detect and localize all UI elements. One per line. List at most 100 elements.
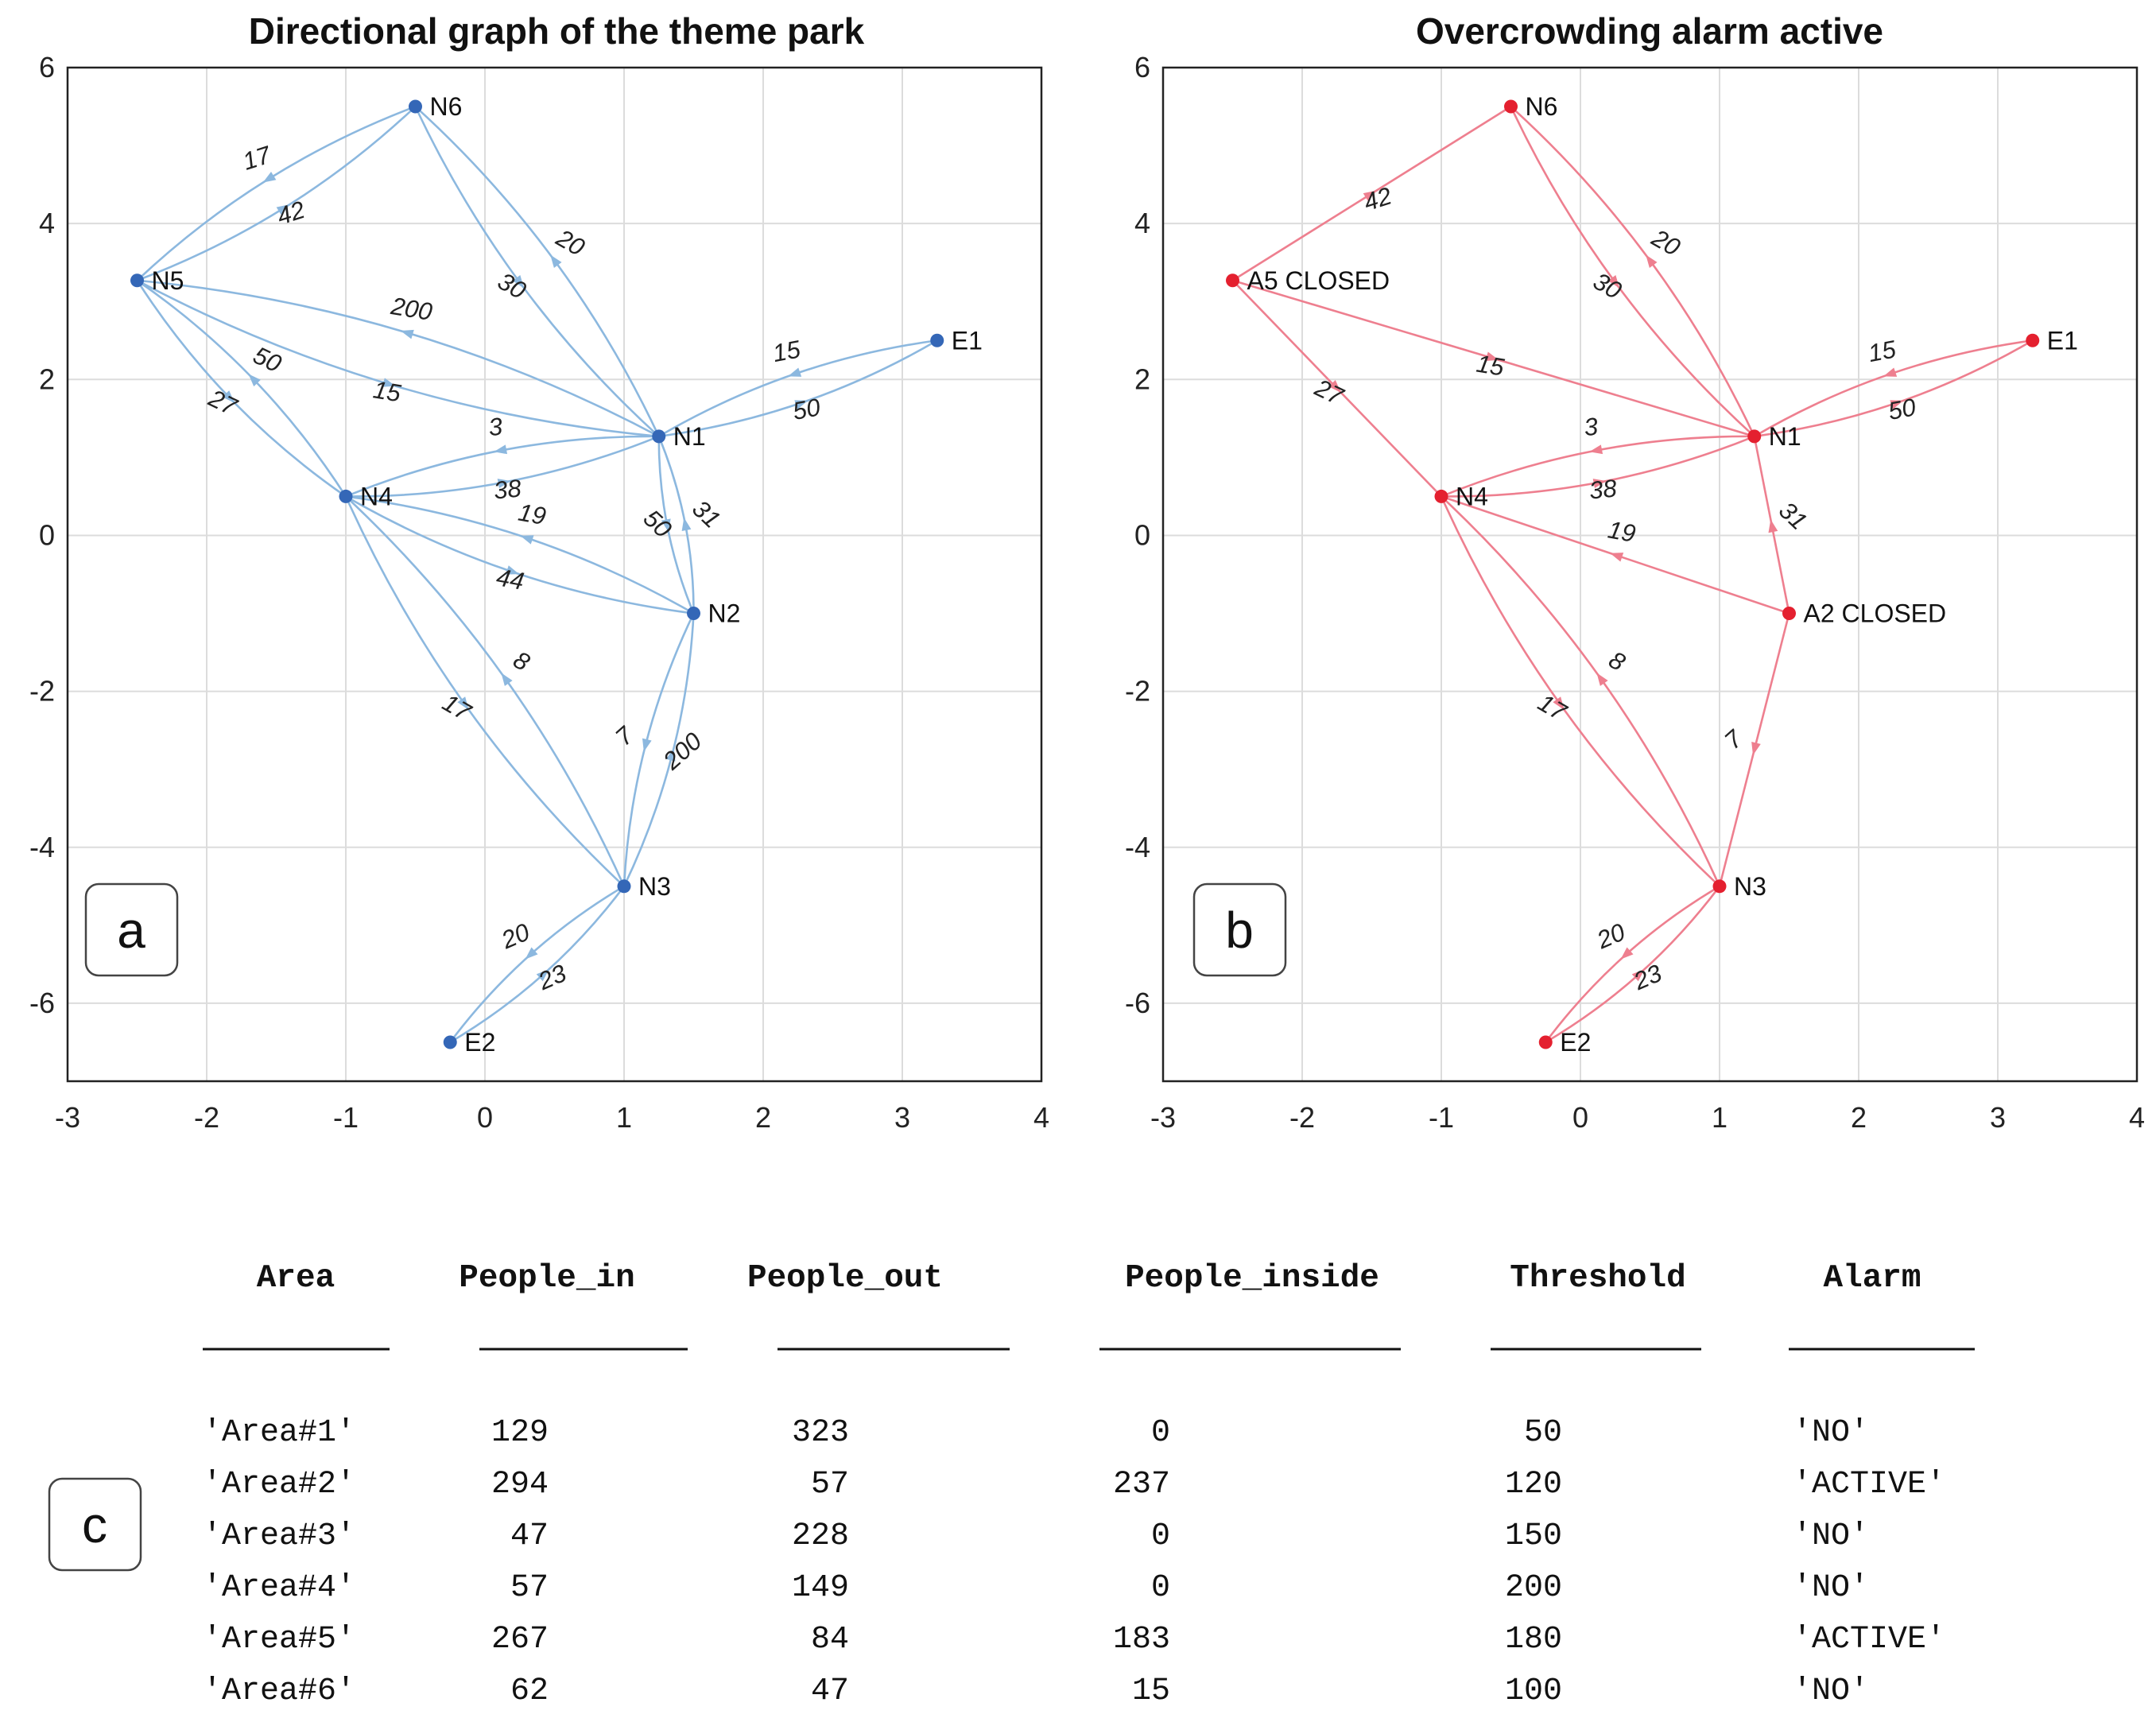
y-tick-label: -2 [1125, 675, 1150, 708]
edge-N5-N6 [137, 106, 417, 281]
edge-weight-N2-N1: 31 [1774, 496, 1813, 535]
table-header-3: People_inside [1125, 1260, 1379, 1297]
y-tick-label: 0 [39, 518, 55, 551]
node-N4 [339, 489, 353, 503]
edge-weight-N4-N3: 17 [1534, 688, 1572, 727]
table-header-0: Area [257, 1260, 335, 1297]
edge-N3-E2 [449, 885, 625, 1043]
edge-weight-N1-N4: 3 [1583, 413, 1600, 442]
edge-arrow-N4-N3 [1553, 696, 1565, 710]
node-E2 [443, 1035, 457, 1049]
panel-b-grid [1163, 68, 2137, 1081]
edge-arrow-N2-N4 [520, 535, 534, 545]
table-cell-alarm: 'ACTIVE' [1793, 1467, 1945, 1503]
x-tick-label: -2 [1289, 1101, 1315, 1134]
edge-weight-N2-N1: 31 [687, 494, 726, 533]
table-header-5: Alarm [1823, 1260, 1921, 1297]
table-cell-people-in: 47 [510, 1518, 549, 1554]
y-tick-label: 0 [1134, 518, 1150, 551]
edge-arrow-N5-N4 [222, 390, 235, 403]
edge-arrow-N5-N6 [1363, 190, 1377, 202]
edge-arrow-N4-N2 [505, 565, 520, 575]
node-N1 [652, 429, 666, 444]
table-cell-people-inside: 0 [1151, 1415, 1170, 1451]
node-label-E1: E1 [952, 326, 983, 355]
y-tick-label: -4 [1125, 831, 1150, 863]
edge-arrow-E2-N3 [1631, 969, 1645, 982]
table-row: 'Area#3' 47 228 0 150 'NO' [203, 1518, 1869, 1554]
panel-b-title: Overcrowding alarm active [1416, 10, 1883, 52]
panel-a-title: Directional graph of the theme park [249, 10, 865, 52]
edge-weight-N5-N6: 42 [273, 196, 308, 231]
edge-weight-N3-E2: 20 [1592, 918, 1629, 955]
table-cell-area: 'Area#1' [203, 1415, 355, 1451]
table-cell-threshold: 200 [1505, 1570, 1562, 1606]
panel-a-grid [68, 68, 1041, 1081]
y-tick-label: -4 [29, 831, 55, 863]
node-N6 [1504, 99, 1518, 114]
x-tick-label: -1 [333, 1101, 359, 1134]
panel-b: Overcrowding alarm active -3 -2 -1 0 1 2 3 4-6-… [1125, 10, 2145, 1134]
edge-arrow-N1-N6 [1646, 254, 1658, 268]
edge-arrow-N5-N4 [1328, 379, 1341, 393]
node-label-N5: N5 [152, 266, 184, 295]
edge-arrow-N2-N4 [1610, 553, 1624, 562]
panel-a-label-box: a [84, 882, 179, 977]
node-label-N3: N3 [1734, 872, 1766, 901]
table-cell-area: 'Area#2' [203, 1467, 355, 1503]
edge-weight-N1-N6: 20 [551, 223, 589, 262]
node-label-N2: N2 [708, 599, 741, 628]
node-N4 [1434, 489, 1448, 503]
panel-b-nodes: N6 A5 CLOSED E1 N1 N4 A2 CLOSED N3 E2 [1226, 92, 2078, 1057]
y-tick-label: 6 [1134, 51, 1150, 83]
edge-arrow-N4-N1 [1592, 479, 1607, 488]
x-tick-label: 3 [894, 1101, 910, 1134]
edge-E2-N3 [1545, 886, 1721, 1044]
edge-weight-N2-N4: 19 [1606, 515, 1638, 548]
edge-weight-N1-E1: 50 [1886, 393, 1918, 425]
edge-N6-N5 [136, 105, 416, 281]
node-N5 [1226, 273, 1239, 288]
edge-arrow-N6-N1 [512, 274, 525, 289]
edge-N1-N6 [414, 106, 660, 437]
table-row: 'Area#2' 294 57 237 120 'ACTIVE' [203, 1467, 1945, 1503]
x-tick-label: 1 [616, 1101, 632, 1134]
x-tick-label: 3 [1990, 1101, 2006, 1134]
x-tick-label: 0 [477, 1101, 493, 1134]
edge-weight-N1-N2: 50 [638, 504, 677, 543]
panel-c-label: c [82, 1496, 107, 1553]
table-cell-people-inside: 0 [1151, 1570, 1170, 1606]
edge-weight-N1-N6: 20 [1646, 223, 1685, 262]
edge-arrow-N2-N1 [681, 518, 692, 532]
x-tick-label: -3 [55, 1101, 80, 1134]
edge-weight-N4-N3: 17 [438, 688, 477, 727]
edge-weight-N1-E1: 50 [790, 393, 822, 425]
table-row: 'Area#6' 62 47 15 100 'NO' [203, 1674, 1869, 1709]
node-N3 [617, 879, 631, 894]
edge-weight-N3-N4: 8 [509, 646, 535, 677]
node-label-N4: N4 [1456, 482, 1488, 510]
edge-weight-N2-N4: 19 [516, 498, 548, 531]
edge-weight-N6-N1: 30 [1588, 267, 1626, 304]
table-cell-people-inside: 0 [1151, 1518, 1170, 1554]
table-header-2: People_out [747, 1260, 943, 1297]
edge-weight-N4-N1: 38 [492, 474, 523, 504]
edge-E2-N3 [449, 886, 626, 1044]
y-tick-label: -6 [29, 987, 55, 1019]
node-label-N5: A5 CLOSED [1247, 266, 1390, 295]
node-label-E2: E2 [1560, 1028, 1591, 1057]
node-N3 [1712, 879, 1727, 894]
table-cell-area: 'Area#5' [203, 1622, 355, 1658]
edge-weight-N3-N2: 200 [657, 727, 708, 775]
table-row: 'Area#5' 267 84 183 180 'ACTIVE' [203, 1622, 1945, 1658]
edge-arrow-N2-N3 [642, 738, 652, 752]
panel-b-label-box: b [1192, 882, 1287, 977]
table-cell-people-in: 62 [510, 1674, 549, 1709]
edge-weight-N6-N5: 17 [239, 140, 275, 175]
node-N6 [409, 99, 422, 114]
panel-b-label: b [1225, 902, 1254, 959]
table-cell-people-out: 149 [792, 1570, 849, 1606]
node-E1 [930, 333, 944, 347]
node-label-E1: E1 [2047, 326, 2078, 355]
